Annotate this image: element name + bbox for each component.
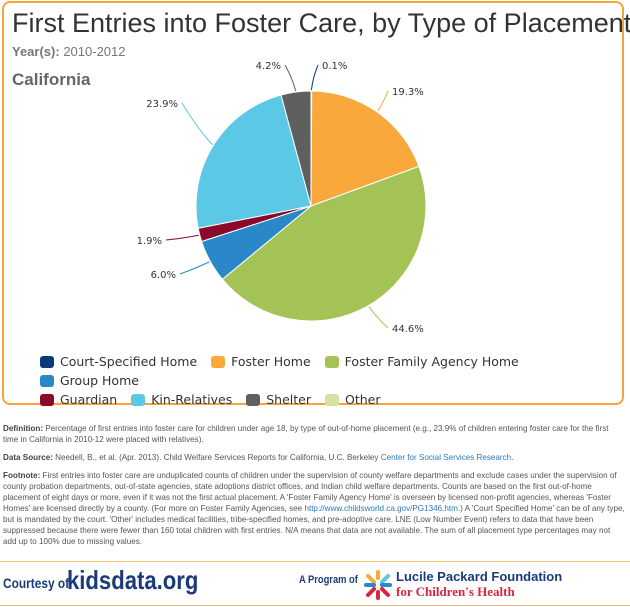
- notes: Definition: Percentage of first entries …: [3, 423, 625, 554]
- legend-swatch: [246, 393, 261, 406]
- pie-slice-foster-family-agency-home[interactable]: [221, 165, 427, 322]
- data-label: 19.3%: [392, 87, 424, 98]
- footnote-label: Footnote:: [3, 471, 41, 480]
- legend-label: Foster Home: [231, 354, 311, 369]
- source-link[interactable]: Center for Social Services Research: [380, 453, 512, 462]
- data-label: 1.9%: [137, 236, 162, 247]
- data-source: Data Source: Needell, B., et al. (Apr. 2…: [3, 452, 625, 463]
- foundation-logo-icon: [364, 570, 392, 600]
- years-value: 2010-2012: [63, 44, 126, 59]
- data-label: 23.9%: [146, 99, 178, 110]
- legend-item[interactable]: Foster Home: [211, 352, 311, 371]
- legend-swatch: [324, 393, 339, 406]
- footnote: Footnote: First entries into foster care…: [3, 470, 625, 547]
- region-title: California: [12, 70, 91, 89]
- legend-item[interactable]: Other: [324, 390, 381, 409]
- chart-card: [2, 1, 624, 405]
- legend-item[interactable]: Group Home: [40, 371, 139, 390]
- page-title: First Entries into Foster Care, by Type …: [12, 8, 630, 38]
- footnote-text-end: .) A 'Court Specified Home' can be of an…: [3, 504, 625, 546]
- source-label: Data Source:: [3, 453, 53, 462]
- pie-slice-foster-home[interactable]: [310, 90, 420, 207]
- footnote-link[interactable]: http://www.childsworld.ca.gov/PG1346.htm: [304, 504, 458, 513]
- years-label: Year(s):: [12, 44, 60, 59]
- definition-label: Definition:: [3, 424, 44, 433]
- footer: Courtesy of kidsdata.org A Program of Lu…: [0, 561, 630, 606]
- legend-label: Guardian: [60, 392, 118, 407]
- program-text: A Program of: [299, 574, 358, 586]
- pie-slice-kin-relatives[interactable]: [195, 94, 312, 229]
- leader-line: [179, 261, 210, 275]
- data-label: 44.6%: [392, 324, 424, 335]
- legend: Court-Specified Home Foster Home Foster Fa…: [40, 352, 600, 409]
- legend-swatch: [211, 355, 226, 368]
- leader-line: [181, 102, 213, 146]
- data-label: 4.2%: [256, 61, 281, 72]
- leader-line: [284, 64, 297, 92]
- leader-line: [165, 234, 199, 241]
- data-label: 6.0%: [151, 270, 176, 281]
- legend-swatch: [131, 393, 146, 406]
- definition: Definition: Percentage of first entries …: [3, 423, 625, 445]
- foundation-name[interactable]: Lucile Packard Foundation: [396, 569, 563, 584]
- legend-label: Shelter: [266, 392, 311, 407]
- legend-item[interactable]: Guardian: [40, 390, 117, 409]
- legend-item[interactable]: Foster Family Agency Home: [324, 352, 519, 371]
- legend-swatch: [40, 355, 54, 368]
- leader-line: [368, 306, 389, 329]
- legend-swatch: [324, 355, 339, 368]
- pie-chart: 0.1% 19.3% 44.6% 6.0% 1.9% 23.9% 4.2%: [137, 61, 427, 335]
- legend-label: Other: [344, 392, 381, 407]
- legend-swatch: [40, 374, 54, 387]
- legend-item[interactable]: Court-Specified Home: [40, 352, 197, 371]
- leader-line: [310, 64, 319, 91]
- pie-slice-shelter[interactable]: [280, 90, 312, 207]
- legend-item[interactable]: Kin-Relatives: [131, 390, 232, 409]
- source-end: .: [511, 453, 514, 462]
- legend-label: Group Home: [60, 373, 139, 388]
- foundation-subtitle: for Children's Health: [396, 584, 515, 599]
- kidsdata-logo[interactable]: kidsdata.org: [67, 565, 199, 595]
- leader-line: [377, 90, 389, 112]
- legend-item[interactable]: Shelter: [246, 390, 311, 409]
- legend-swatch: [40, 393, 54, 406]
- years: Year(s): 2010-2012: [12, 44, 126, 59]
- data-label: 0.1%: [322, 61, 347, 72]
- legend-label: Kin-Relatives: [151, 392, 233, 407]
- footnote-text: First entries into foster care are undup…: [3, 471, 617, 513]
- definition-text: Percentage of first entries into foster …: [3, 424, 609, 444]
- legend-label: Foster Family Agency Home: [344, 354, 519, 369]
- legend-label: Court-Specified Home: [60, 354, 198, 369]
- source-text: Needell, B., et al. (Apr. 2013). Child W…: [52, 453, 381, 462]
- courtesy-text: Courtesy of: [3, 575, 70, 591]
